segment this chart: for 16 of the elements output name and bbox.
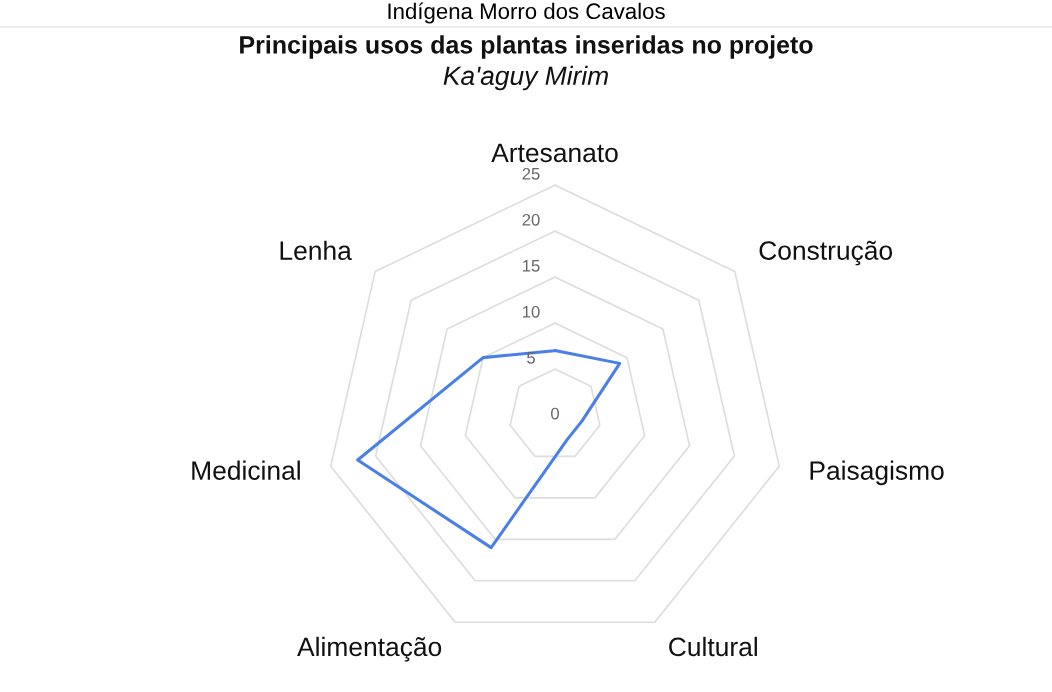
y-tick-label: 5 [527,352,535,364]
spoke-label: Cultural [669,636,757,657]
y-tick-label: 0 [551,407,559,420]
spoke-label: Artesanato [491,143,618,163]
spoke-label: Alimentação [297,636,442,662]
spoke-label: Paisagismo [810,460,944,486]
text: Indígena Morro dos Cavalos [388,2,665,24]
y-tick-label: 20 [522,213,540,226]
y-tick-label: 25 [522,167,540,180]
spoke-label: Lenha [280,240,352,261]
y-tick-label: 10 [523,305,540,318]
spoke-label: Medicinal [192,460,300,480]
chart-subtitle: Ka'aguy Mirim [443,65,608,91]
chart-title: Principais usos das plantas inseridas no projeto [240,35,813,59]
y-tick-label: 15 [523,260,540,272]
spoke-label: Construção [759,240,893,266]
